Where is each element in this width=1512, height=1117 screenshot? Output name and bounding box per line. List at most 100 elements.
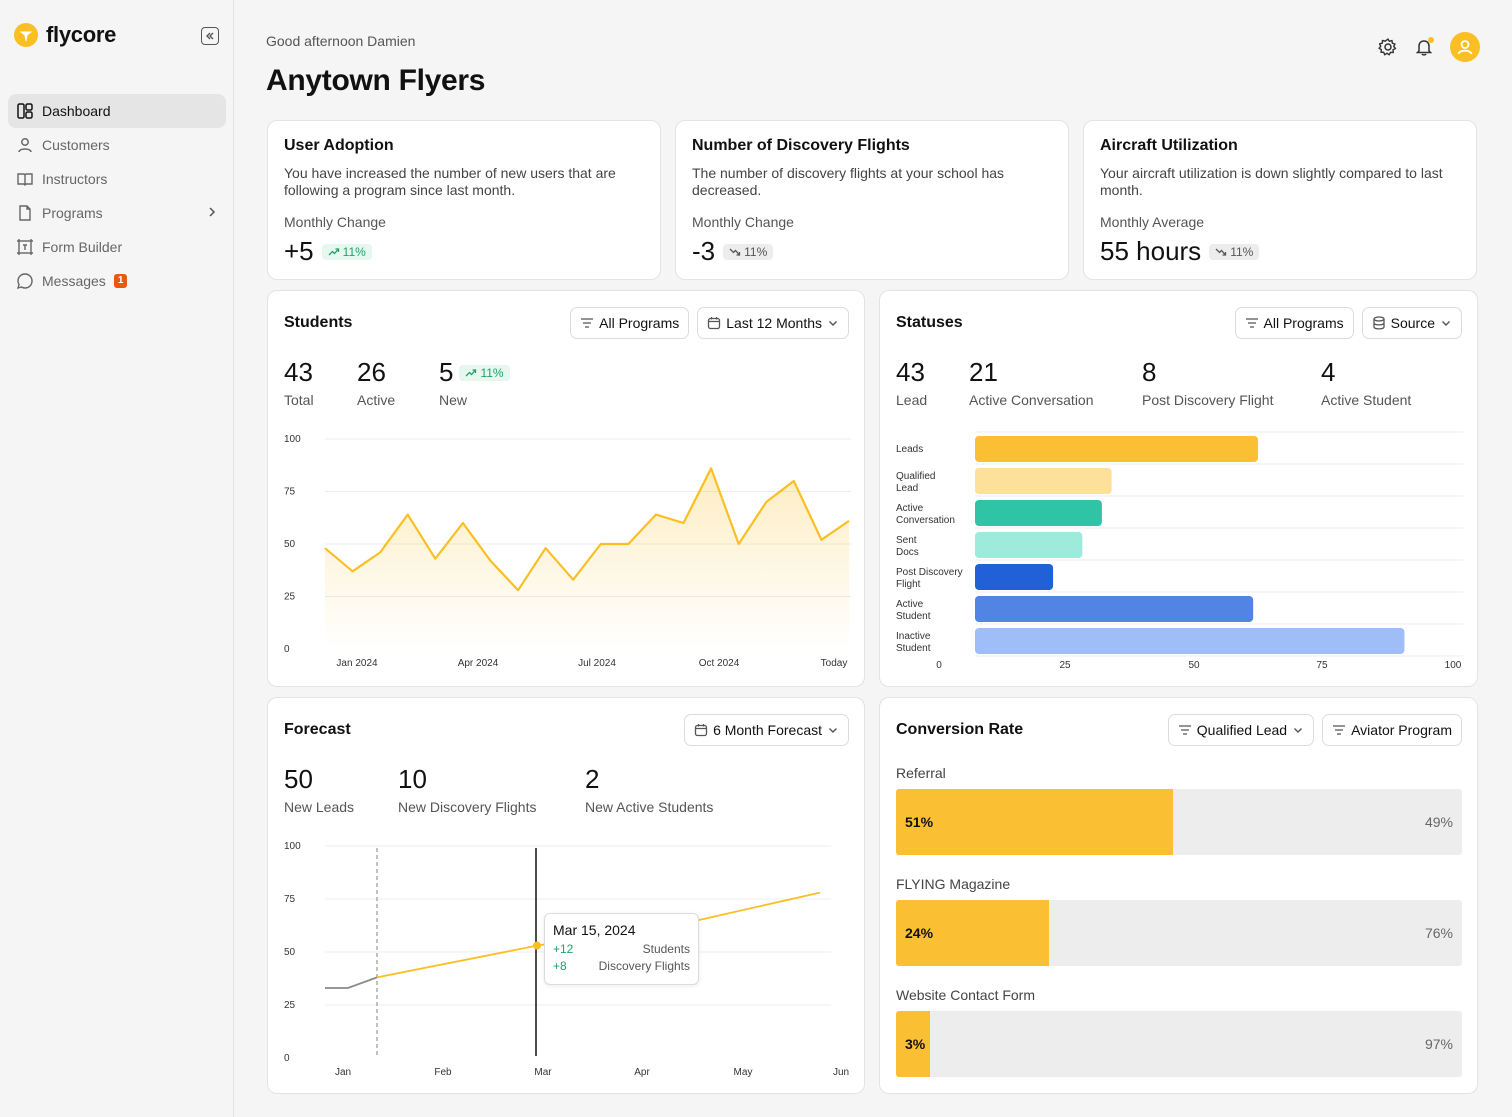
- message-icon: [16, 272, 34, 290]
- x-tick-label: Oct 2024: [699, 658, 740, 669]
- stage-filter-select[interactable]: Qualified Lead: [1167, 714, 1315, 746]
- sidebar-item-label: Form Builder: [42, 239, 123, 255]
- stat-subtitle: Monthly Average: [1100, 214, 1205, 230]
- statuses-bar-chart: LeadsQualifiedLeadActiveConversationSent…: [896, 431, 1463, 671]
- sidebar-item-form-builder[interactable]: Form Builder: [8, 230, 226, 264]
- remaining-percent: 76%: [1424, 925, 1453, 941]
- metric-active-conversation: 21 Active Conversation: [969, 357, 1094, 408]
- x-tick-label: Jul 2024: [578, 658, 616, 669]
- stat-title: Number of Discovery Flights: [692, 137, 910, 154]
- x-tick-label: 75: [1316, 660, 1328, 671]
- source-select[interactable]: Source: [1361, 307, 1462, 339]
- metric-total: 43 Total: [284, 357, 314, 408]
- status-bar: [975, 436, 1259, 462]
- stat-card-user-adoption: User Adoption You have increased the num…: [267, 120, 661, 280]
- conversion-row-referral: Referral 51% 49%: [896, 765, 1462, 855]
- statuses-panel: Statuses All Programs Source 43 Lead 21 Ac…: [879, 290, 1478, 687]
- sidebar-item-customers[interactable]: Customers: [8, 128, 226, 162]
- metric-lead: 43 Lead: [896, 357, 928, 408]
- stat-subtitle: Monthly Change: [692, 214, 794, 230]
- stat-card-discovery-flights: Number of Discovery Flights The number o…: [675, 120, 1069, 280]
- forecast-tooltip: Mar 15, 2024 +12 Students +8 Discovery Fli…: [544, 913, 699, 985]
- program-filter-button[interactable]: Aviator Program: [1322, 714, 1462, 746]
- sidebar-item-label: Customers: [42, 137, 110, 153]
- sidebar-item-dashboard[interactable]: Dashboard: [8, 94, 226, 128]
- status-bar: [975, 468, 1112, 494]
- chevron-down-icon: [1442, 321, 1450, 326]
- settings-icon[interactable]: [1378, 37, 1398, 57]
- filter-icon: [1178, 725, 1191, 735]
- y-tick-label: 25: [284, 1000, 296, 1011]
- greeting: Good afternoon Damien: [266, 33, 416, 49]
- conversion-row-website-contact-form: Website Contact Form 3% 97%: [896, 987, 1462, 1077]
- stat-description: You have increased the number of new use…: [284, 165, 616, 198]
- x-tick-label: Feb: [434, 1067, 452, 1078]
- y-tick-label: 50: [284, 947, 296, 958]
- y-tick-label: 0: [284, 644, 290, 655]
- category-label: Leads: [896, 444, 923, 455]
- status-bar: [975, 596, 1254, 622]
- database-icon: [1372, 316, 1385, 330]
- y-tick-label: 75: [284, 894, 296, 905]
- category-label: Student: [896, 643, 931, 654]
- x-tick-label: Jan: [335, 1067, 351, 1078]
- tooltip-series-label: Students: [642, 942, 690, 956]
- forecast-panel: Forecast 6 Month Forecast 50 New Leads 10…: [267, 697, 865, 1094]
- metric-new: 5 11% New: [439, 357, 510, 408]
- status-bar: [975, 628, 1405, 654]
- calendar-icon: [694, 724, 708, 737]
- sidebar: flycore Dashboard Customers Instructors …: [0, 0, 234, 1117]
- brand[interactable]: flycore: [14, 22, 116, 48]
- trend-badge: 11%: [459, 364, 510, 381]
- metric-new-active-students: 2 New Active Students: [585, 764, 714, 815]
- sidebar-item-label: Messages: [42, 273, 106, 289]
- panel-title: Statuses: [896, 314, 963, 331]
- stat-subtitle: Monthly Change: [284, 214, 386, 230]
- remaining-percent: 97%: [1424, 1036, 1453, 1052]
- tooltip-series-label: Discovery Flights: [598, 959, 690, 973]
- collapse-sidebar-icon[interactable]: [201, 27, 219, 45]
- sidebar-item-label: Dashboard: [42, 103, 111, 119]
- forecast-range-select[interactable]: 6 Month Forecast: [684, 714, 849, 746]
- metric-new-leads: 50 New Leads: [284, 764, 355, 815]
- stat-value: +5: [284, 236, 314, 266]
- sidebar-item-instructors[interactable]: Instructors: [8, 162, 226, 196]
- x-tick-label: 25: [1059, 660, 1071, 671]
- trend-up-icon: [328, 247, 339, 255]
- tooltip-delta: +8: [553, 959, 567, 973]
- panel-title: Conversion Rate: [896, 721, 1024, 738]
- series-line: [324, 467, 850, 592]
- status-bar: [975, 532, 1083, 558]
- trend-badge: 11%: [321, 243, 372, 260]
- stat-card-aircraft-utilization: Aircraft Utilization Your aircraft utili…: [1083, 120, 1477, 280]
- avatar[interactable]: [1450, 32, 1480, 62]
- filter-icon: [1245, 318, 1258, 328]
- trend-down-icon: [729, 248, 741, 256]
- flycore-logo-icon: [14, 23, 38, 47]
- panel-title: Students: [284, 314, 353, 331]
- sidebar-item-programs[interactable]: Programs: [8, 196, 226, 230]
- program-filter-button[interactable]: All Programs: [570, 307, 690, 339]
- conversion-bar: 3% 97%: [896, 1011, 1462, 1077]
- sidebar-item-messages[interactable]: Messages 1: [8, 264, 226, 298]
- y-tick-label: 100: [284, 841, 301, 852]
- category-label: Inactive: [896, 631, 931, 642]
- y-tick-label: 0: [284, 1053, 290, 1064]
- top-icons: [1378, 32, 1480, 62]
- category-label: Student: [896, 611, 931, 622]
- category-label: Docs: [896, 547, 919, 558]
- date-range-select[interactable]: Last 12 Months: [697, 307, 849, 339]
- trend-up-icon: [466, 368, 477, 376]
- conversion-percent: 24%: [905, 925, 934, 941]
- chevron-down-icon: [829, 321, 837, 326]
- area-fill: [325, 468, 849, 649]
- y-tick-label: 100: [284, 434, 301, 445]
- students-panel: Students All Programs Last 12 Months 43 T…: [267, 290, 865, 687]
- messages-badge: 1: [113, 274, 128, 288]
- brand-name: flycore: [46, 22, 117, 47]
- metric-active: 26 Active: [357, 357, 396, 408]
- stat-title: Aircraft Utilization: [1100, 137, 1238, 154]
- book-icon: [16, 170, 34, 188]
- bell-icon[interactable]: [1414, 37, 1434, 57]
- program-filter-button[interactable]: All Programs: [1234, 307, 1354, 339]
